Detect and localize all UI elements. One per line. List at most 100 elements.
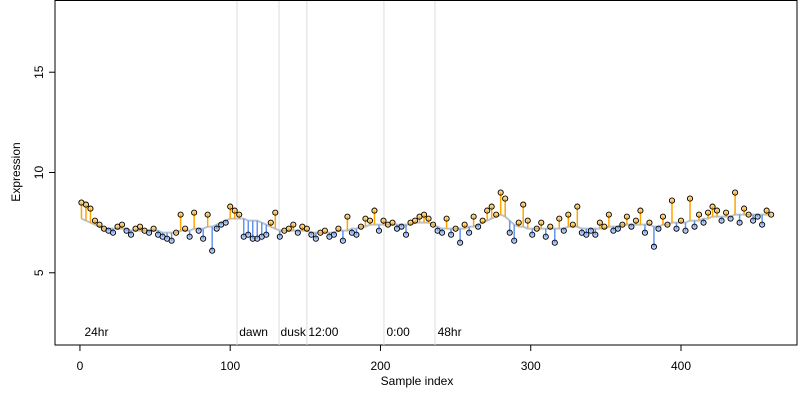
point [623, 213, 630, 220]
point [461, 221, 468, 228]
x-axis-label: Sample index [381, 374, 454, 388]
point [109, 229, 117, 236]
point [402, 231, 410, 238]
point [547, 223, 554, 230]
x-tick-label: 200 [370, 359, 390, 373]
point [420, 211, 428, 218]
annotation: 12:00 [308, 325, 338, 339]
point [430, 221, 437, 228]
point [457, 239, 464, 246]
point [511, 237, 518, 244]
point [601, 223, 608, 230]
point [569, 221, 576, 228]
point [484, 207, 491, 214]
point [515, 219, 522, 226]
point [732, 189, 739, 196]
point [375, 227, 383, 234]
point [718, 217, 725, 224]
point [335, 225, 342, 232]
point [524, 217, 531, 224]
point [285, 225, 292, 232]
point [695, 211, 703, 218]
point [443, 215, 450, 222]
point [768, 211, 775, 218]
point [118, 221, 126, 228]
point [366, 217, 374, 224]
point [470, 213, 477, 220]
y-tick-label: 15 [32, 65, 46, 79]
point [750, 217, 757, 224]
point [452, 225, 459, 232]
point [173, 229, 180, 236]
point [200, 235, 207, 242]
point [668, 197, 676, 204]
point [136, 223, 144, 230]
point [267, 219, 274, 226]
point [380, 217, 387, 224]
point [330, 231, 337, 238]
point [565, 211, 572, 218]
point [502, 195, 509, 202]
point [227, 203, 234, 210]
point [556, 215, 563, 222]
point [682, 227, 689, 234]
point [533, 225, 540, 232]
point [650, 243, 657, 250]
point [245, 231, 252, 238]
point [574, 203, 581, 210]
point [425, 215, 432, 222]
point [439, 229, 446, 236]
point [186, 233, 193, 240]
point [96, 221, 103, 228]
point [641, 229, 648, 236]
point [646, 219, 653, 226]
point [339, 237, 346, 244]
point [371, 207, 378, 214]
annotation: 0:00 [386, 325, 410, 339]
point [249, 235, 256, 242]
point [551, 239, 558, 246]
point [82, 201, 90, 208]
point [605, 211, 612, 218]
point [664, 221, 671, 228]
point [596, 219, 603, 226]
point [592, 231, 599, 238]
point [146, 229, 153, 236]
point [294, 229, 301, 236]
annotation: dusk [281, 325, 307, 339]
point [497, 189, 504, 196]
point [700, 219, 707, 226]
point [493, 211, 500, 218]
point [321, 227, 328, 234]
point [312, 235, 319, 242]
point [177, 211, 184, 218]
point [150, 225, 157, 232]
point [520, 201, 527, 208]
point [344, 213, 351, 220]
point [236, 211, 243, 218]
point [583, 231, 590, 238]
y-axis-label: Expression [9, 142, 23, 201]
point [213, 225, 220, 232]
point [637, 207, 644, 214]
point [709, 203, 716, 210]
point [411, 217, 419, 224]
point [745, 211, 752, 218]
point [659, 213, 667, 220]
point [191, 209, 198, 216]
point [466, 229, 473, 236]
point [263, 231, 270, 238]
point [475, 223, 482, 230]
point [357, 223, 364, 230]
point [231, 207, 238, 214]
point [619, 221, 626, 228]
x-tick-label: 0 [77, 359, 84, 373]
point [272, 209, 279, 216]
point [195, 227, 202, 234]
point [686, 195, 694, 202]
point [614, 225, 621, 232]
x-tick-label: 300 [521, 359, 541, 373]
point [209, 247, 216, 254]
point [704, 209, 712, 216]
